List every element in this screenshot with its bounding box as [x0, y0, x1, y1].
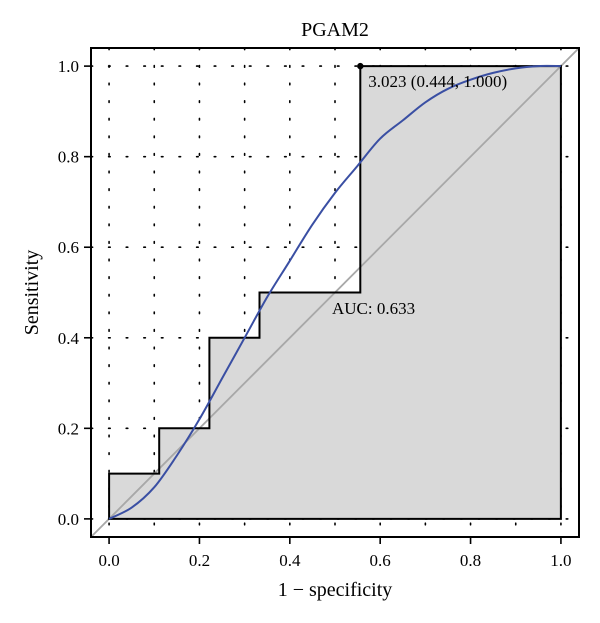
x-axis-label: 1 − specificity	[278, 579, 393, 601]
x-tick-label: 0.0	[98, 551, 119, 570]
x-tick-label: 0.6	[370, 551, 391, 570]
y-tick-label: 0.8	[58, 148, 79, 167]
x-axis-ticks: 0.0 0.2 0.4 0.6 0.8 1.0	[98, 537, 572, 570]
y-tick-label: 1.0	[58, 57, 79, 76]
best-threshold-label: 3.023 (0.444, 1.000)	[368, 72, 507, 91]
chart-title: PGAM2	[301, 19, 369, 41]
y-tick-label: 0.0	[58, 510, 79, 529]
y-axis-ticks: 0.0 0.2 0.4 0.6 0.8 1.0	[58, 57, 91, 529]
smoothed-roc-curve	[108, 64, 561, 520]
y-tick-label: 0.6	[58, 238, 79, 257]
best-threshold-point	[357, 62, 364, 70]
x-tick-label: 1.0	[550, 551, 571, 570]
auc-label: AUC: 0.633	[332, 299, 415, 318]
y-axis-label: Sensitivity	[21, 250, 43, 336]
plot-frame	[90, 47, 580, 538]
x-tick-label: 0.8	[460, 551, 481, 570]
y-tick-label: 0.4	[58, 329, 80, 348]
x-tick-label: 0.2	[189, 551, 210, 570]
y-tick-label: 0.2	[58, 419, 79, 438]
x-tick-label: 0.4	[279, 551, 301, 570]
